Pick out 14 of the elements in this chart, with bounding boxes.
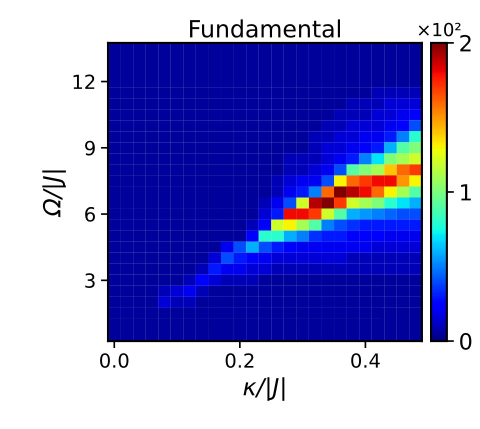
y-tick-label: 12 <box>74 74 94 89</box>
x-tick-label: 0.0 <box>100 353 128 368</box>
y-tick-label: 9 <box>85 140 95 156</box>
x-axis-title: κ/|J| <box>244 377 284 401</box>
x-tick-label: 0.2 <box>226 353 254 368</box>
color-bar-label: 1 <box>461 184 471 200</box>
color-bar-label: 2 <box>460 34 471 52</box>
chart-title: Fundamental <box>190 19 340 38</box>
color-bar-label: 0 <box>460 333 472 350</box>
y-tick-label: 3 <box>85 273 95 288</box>
x-tick-label: 0.4 <box>351 353 380 368</box>
color-bar-title: ×10² <box>418 22 460 36</box>
y-axis-title: Ω/|J| <box>42 170 66 218</box>
y-tick-label: 6 <box>85 207 95 222</box>
